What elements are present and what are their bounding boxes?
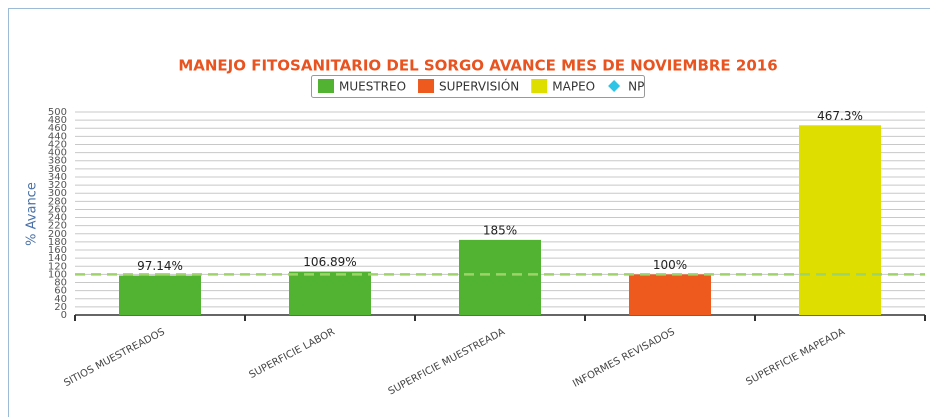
bar — [629, 274, 711, 315]
x-tick-label: SITIOS MUESTREADOS — [62, 327, 166, 390]
legend-label: MAPEO — [552, 80, 595, 94]
y-tick-label: 260 — [48, 204, 67, 215]
legend-marker — [318, 79, 334, 93]
y-tick-label: 40 — [54, 294, 67, 305]
y-tick-label: 420 — [48, 139, 67, 150]
value-label: 106.89% — [303, 255, 356, 269]
y-tick-label: 400 — [48, 148, 67, 159]
y-tick-label: 300 — [48, 188, 67, 199]
y-tick-label: 320 — [48, 180, 67, 191]
legend-box — [311, 75, 645, 98]
y-tick-label: 440 — [48, 131, 67, 142]
y-tick-label: 160 — [48, 245, 67, 256]
y-tick-label: 60 — [54, 286, 67, 297]
y-tick-label: 480 — [48, 115, 67, 126]
frame — [8, 8, 930, 417]
y-tick-label: 200 — [48, 229, 67, 240]
value-label: 100% — [653, 258, 687, 272]
legend-marker — [531, 79, 548, 93]
y-tick-label: 380 — [48, 156, 67, 167]
y-tick-label: 500 — [48, 107, 67, 118]
bar — [289, 271, 371, 315]
bar — [459, 239, 541, 315]
legend-marker — [608, 80, 621, 92]
legend-marker — [418, 79, 435, 93]
y-tick-label: 180 — [48, 237, 67, 248]
value-label: 97.14% — [137, 259, 183, 273]
legend-label: SUPERVISIÓN — [439, 79, 519, 94]
chart-title: MANEJO FITOSANITARIO DEL SORGO AVANCE ME… — [178, 57, 777, 75]
y-tick-label: 460 — [48, 123, 67, 134]
y-tick-label: 20 — [54, 302, 67, 313]
y-axis-label: % Avance — [25, 182, 40, 246]
x-tick-label: INFORMES REVISADOS — [571, 327, 677, 390]
y-tick-label: 340 — [48, 172, 67, 183]
x-tick-label: SUPERFICIE MAPEADA — [744, 327, 847, 388]
x-tick-label: SUPERFICIE LABOR — [248, 327, 337, 381]
y-tick-label: 0 — [61, 310, 67, 321]
legend-label: MUESTREO — [339, 80, 406, 94]
y-tick-label: 360 — [48, 164, 67, 175]
y-tick-label: 280 — [48, 196, 67, 207]
value-label: 467.3% — [817, 109, 863, 123]
y-tick-label: 140 — [48, 253, 67, 264]
value-label: 185% — [483, 223, 517, 237]
legend-label: NP — [628, 80, 644, 94]
y-tick-label: 100 — [48, 269, 67, 280]
y-tick-label: 240 — [48, 213, 67, 224]
x-tick-label: SUPERFICIE MUESTREADA — [387, 327, 507, 398]
y-tick-label: 120 — [48, 261, 67, 272]
bar — [119, 275, 201, 315]
y-tick-label: 220 — [48, 221, 67, 232]
bar — [799, 125, 881, 315]
y-tick-label: 80 — [54, 278, 67, 289]
